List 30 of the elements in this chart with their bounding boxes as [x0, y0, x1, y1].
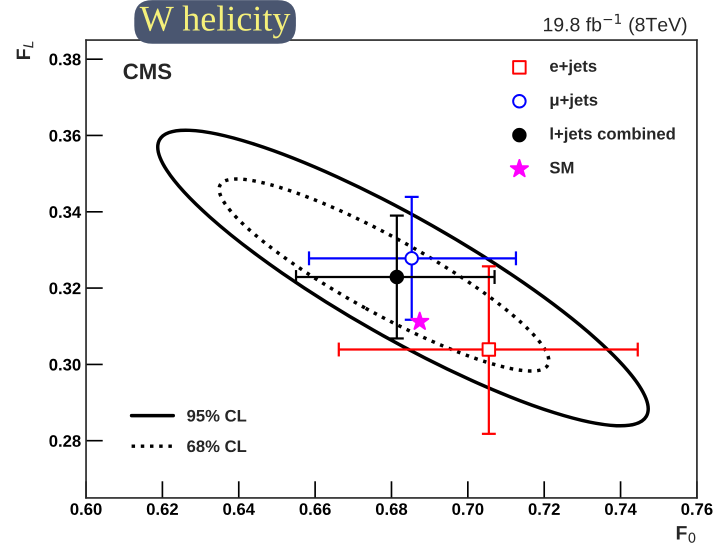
legend-label: SM [550, 162, 574, 174]
legend-label: μ+jets [550, 94, 598, 110]
y-tick-label: 0.28 [49, 435, 81, 447]
x-tick-label: 0.72 [528, 503, 560, 516]
x-tick-label: 0.70 [452, 503, 484, 516]
x-tick-label: 0.62 [146, 503, 178, 516]
y-tick-label: 0.38 [49, 54, 81, 66]
x-tick-label: 0.76 [681, 503, 713, 516]
x-tick-label: 0.66 [300, 503, 331, 516]
annotation: 95% CL [187, 410, 246, 422]
x-tick-label: 0.64 [223, 503, 255, 516]
point [410, 312, 430, 330]
y-tick-label: 0.30 [49, 358, 80, 371]
y-axis-title: F$_{L}$ [16, 41, 34, 59]
annotation: CMS [124, 64, 172, 80]
x-axis-title: F$_{0}$ [676, 526, 696, 543]
text: 19.8 fb$^{−1}$ (8TeV) [544, 14, 686, 36]
point [404, 251, 419, 266]
y-tick-label: 0.34 [49, 206, 82, 218]
x-tick-label: 0.60 [70, 503, 102, 516]
legend-label: l+jets combined [550, 127, 675, 143]
x-tick-label: 0.74 [605, 503, 637, 516]
y-tick-label: 0.32 [49, 282, 81, 294]
x-tick-label: 0.68 [376, 503, 408, 516]
y-tick-label: 0.36 [49, 130, 81, 142]
chart-title: W helicity [140, 5, 290, 38]
legend-label: e+jets [550, 60, 596, 76]
point [482, 342, 496, 357]
annotation: 68% CL [187, 440, 246, 452]
point [390, 270, 404, 284]
